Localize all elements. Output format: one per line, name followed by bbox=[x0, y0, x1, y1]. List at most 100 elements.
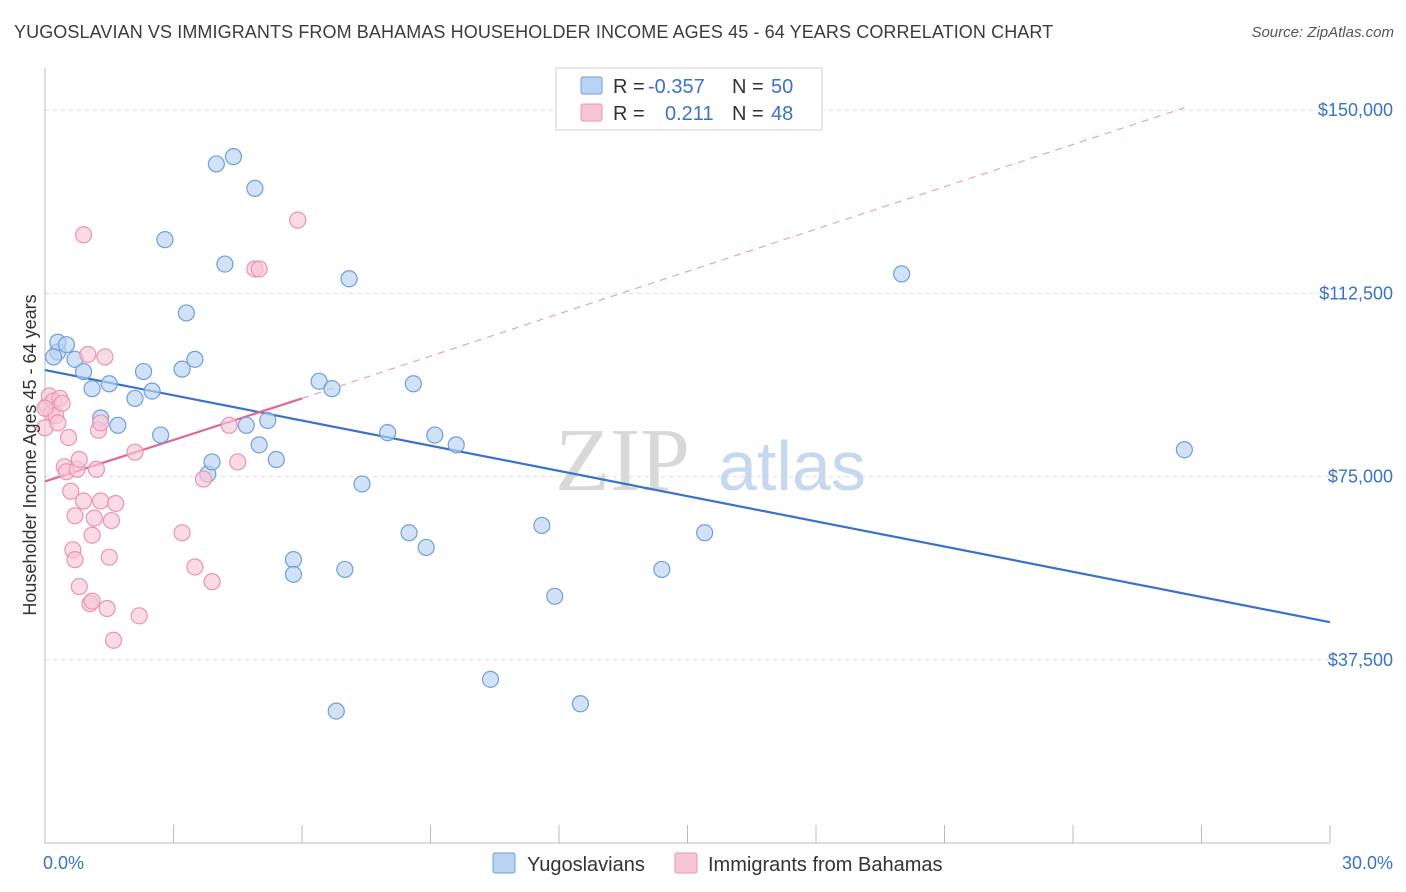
data-points bbox=[36, 148, 1193, 720]
point-bahamas bbox=[66, 551, 84, 569]
point-yugoslavian bbox=[284, 551, 303, 569]
point-yugoslavian bbox=[417, 538, 435, 557]
y-tick-labels: $37,500 $75,000 $112,500 $150,000 bbox=[1318, 100, 1393, 670]
point-bahamas bbox=[98, 599, 116, 618]
point-yugoslavian bbox=[224, 148, 243, 166]
axes bbox=[44, 68, 1331, 844]
point-yugoslavian bbox=[336, 560, 354, 579]
point-yugoslavian bbox=[893, 265, 911, 283]
stats-legend: R = -0.357 N = 50 R = 0.211 N = 48 bbox=[555, 67, 823, 131]
point-yugoslavian bbox=[57, 336, 76, 354]
point-yugoslavian bbox=[323, 380, 341, 398]
point-bahamas bbox=[49, 414, 67, 432]
trend-extension-bahamas bbox=[301, 107, 1185, 400]
watermark-zip: ZIP bbox=[555, 411, 690, 510]
stats-r-value-2: 0.211 bbox=[665, 103, 714, 125]
point-bahamas bbox=[62, 482, 80, 500]
point-bahamas bbox=[102, 511, 120, 530]
point-yugoslavian bbox=[83, 380, 101, 398]
stats-n-value-1: 50 bbox=[771, 76, 793, 98]
point-bahamas bbox=[92, 492, 110, 510]
watermark-atlas: atlas bbox=[718, 427, 866, 505]
point-bahamas bbox=[66, 507, 84, 525]
point-yugoslavian bbox=[173, 360, 191, 378]
y-tick-label: $150,000 bbox=[1318, 100, 1393, 120]
point-yugoslavian bbox=[259, 411, 277, 430]
point-bahamas bbox=[126, 443, 144, 461]
y-tick-label: $112,500 bbox=[1319, 283, 1393, 303]
stats-n-label-2: N = bbox=[732, 103, 764, 125]
point-bahamas bbox=[92, 414, 110, 432]
point-yugoslavian bbox=[143, 382, 161, 400]
legend-swatch-bahamas bbox=[674, 852, 698, 874]
trend-line-bahamas bbox=[44, 397, 303, 483]
point-yugoslavian bbox=[546, 587, 564, 605]
source-label: Source: ZipAtlas.com bbox=[1251, 24, 1394, 41]
point-bahamas bbox=[107, 494, 125, 513]
legend-swatch-yugoslavians bbox=[492, 852, 516, 874]
point-yugoslavian bbox=[353, 475, 371, 493]
point-bahamas bbox=[203, 573, 221, 591]
stats-n-label-1: N = bbox=[732, 76, 764, 98]
series-legend: Yugoslavians Immigrants from Bahamas bbox=[492, 852, 943, 876]
point-bahamas bbox=[229, 453, 247, 471]
x-tick-label: 0.0% bbox=[43, 853, 84, 873]
point-yugoslavian bbox=[152, 426, 170, 444]
grid-lines bbox=[45, 109, 1330, 661]
point-bahamas bbox=[250, 260, 268, 278]
point-yugoslavian bbox=[134, 362, 153, 381]
point-yugoslavian bbox=[100, 375, 118, 393]
stats-swatch-blue bbox=[580, 76, 603, 95]
point-yugoslavian bbox=[400, 524, 418, 542]
legend-label-bahamas: Immigrants from Bahamas bbox=[708, 854, 943, 876]
point-yugoslavian bbox=[1175, 441, 1193, 459]
point-yugoslavian bbox=[481, 670, 500, 688]
point-bahamas bbox=[70, 577, 88, 596]
point-yugoslavian bbox=[447, 436, 465, 454]
stats-r-label-2: R = bbox=[613, 103, 645, 125]
x-tick-labels: 0.0% 30.0% bbox=[43, 853, 1393, 873]
point-bahamas bbox=[194, 470, 213, 488]
point-yugoslavian bbox=[379, 424, 397, 442]
point-yugoslavian bbox=[404, 375, 422, 393]
trend-line-yugoslavians bbox=[44, 369, 1331, 624]
chart-title: YUGOSLAVIAN VS IMMIGRANTS FROM BAHAMAS H… bbox=[14, 22, 1054, 42]
point-yugoslavian bbox=[74, 362, 93, 381]
point-bahamas bbox=[130, 607, 148, 625]
point-bahamas bbox=[104, 631, 123, 649]
point-bahamas bbox=[85, 509, 103, 527]
point-yugoslavian bbox=[203, 453, 221, 471]
point-yugoslavian bbox=[571, 695, 590, 713]
point-bahamas bbox=[79, 345, 97, 364]
point-bahamas bbox=[186, 558, 204, 576]
point-yugoslavian bbox=[267, 450, 285, 469]
point-yugoslavian bbox=[156, 231, 174, 249]
point-yugoslavian bbox=[310, 372, 328, 390]
point-yugoslavian bbox=[126, 389, 144, 408]
point-yugoslavian bbox=[696, 524, 714, 542]
point-bahamas bbox=[96, 348, 114, 366]
point-yugoslavian bbox=[109, 416, 127, 434]
legend-label-yugoslavians: Yugoslavians bbox=[527, 854, 645, 876]
point-bahamas bbox=[289, 211, 307, 229]
stats-r-label-1: R = bbox=[613, 76, 645, 98]
point-yugoslavian bbox=[186, 350, 204, 368]
stats-n-value-2: 48 bbox=[771, 103, 793, 125]
point-bahamas bbox=[83, 526, 101, 544]
point-yugoslavian bbox=[426, 426, 444, 444]
point-yugoslavian bbox=[177, 304, 195, 322]
point-yugoslavian bbox=[237, 416, 255, 434]
trend-lines bbox=[44, 107, 1331, 624]
point-yugoslavian bbox=[653, 560, 671, 579]
point-yugoslavian bbox=[216, 255, 234, 273]
point-yugoslavian bbox=[207, 155, 225, 173]
y-axis-label: Householder Income Ages 45 - 64 years bbox=[20, 294, 40, 615]
point-bahamas bbox=[220, 416, 238, 434]
point-bahamas bbox=[70, 450, 88, 469]
point-bahamas bbox=[59, 428, 78, 447]
point-bahamas bbox=[100, 548, 118, 566]
watermark: ZIP atlas bbox=[555, 411, 866, 510]
point-bahamas bbox=[83, 592, 101, 610]
x-tick-label: 30.0% bbox=[1342, 853, 1393, 873]
